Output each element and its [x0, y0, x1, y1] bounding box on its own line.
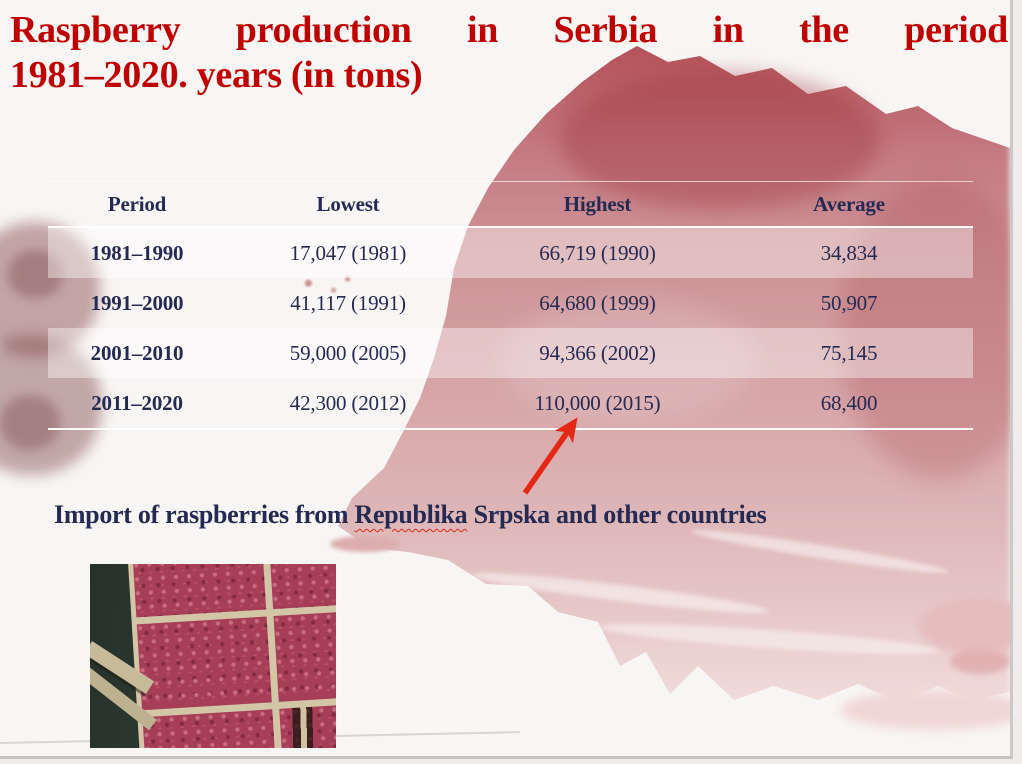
- table-row: 2011–2020 42,300 (2012) 110,000 (2015) 6…: [48, 378, 973, 428]
- cell-average: 68,400: [820, 390, 878, 415]
- title-line-1: Raspberry production in Serbia in the pe…: [10, 9, 1008, 51]
- caption-text-after: Srpska and other countries: [467, 500, 767, 529]
- cell-lowest: 59,000 (2005): [289, 340, 407, 365]
- cell-highest: 66,719 (1990): [539, 240, 656, 265]
- table-row: 1981–1990 17,047 (1981) 66,719 (1990) 34…: [48, 228, 973, 278]
- powder-crumb: [950, 648, 1010, 674]
- cell-lowest: 41,117 (1991): [290, 290, 406, 315]
- powder-texture-patch: [560, 70, 880, 210]
- raspberry-crate: [142, 709, 276, 748]
- import-caption: Import of raspberries from Republika Srp…: [54, 500, 994, 530]
- cell-period: 1981–1990: [90, 240, 184, 265]
- annotation-arrow-icon: [522, 417, 578, 495]
- cell-period: 1991–2000: [90, 290, 184, 315]
- cell-period: 2011–2020: [91, 390, 183, 415]
- raspberry-crate: [136, 616, 272, 711]
- faded-raspberries-left-image: [8, 250, 63, 298]
- raspberry-crate: [132, 564, 267, 618]
- raspberry-crate: [273, 611, 336, 702]
- cell-average: 34,834: [820, 240, 878, 265]
- raspberry-crates-photo: [90, 564, 336, 748]
- cell-highest: 64,680 (1999): [539, 290, 656, 315]
- cell-average: 50,907: [820, 290, 878, 315]
- header-period: Period: [107, 191, 167, 216]
- powder-highlight-patch: [500, 300, 760, 420]
- table-row: 1991–2000 41,117 (1991) 64,680 (1999) 50…: [48, 278, 973, 328]
- production-table: Period Lowest Highest Average 1981–1990 …: [48, 181, 973, 430]
- cell-highest: 94,366 (2002): [539, 340, 656, 365]
- caption-text-before: Import of raspberries from: [54, 500, 355, 529]
- header-highest: Highest: [563, 191, 632, 216]
- cell-highest: 110,000 (2015): [534, 390, 661, 415]
- spellcheck-underlined-word: Republika: [354, 500, 468, 529]
- cell-lowest: 17,047 (1981): [289, 240, 407, 265]
- cell-lowest: 42,300 (2012): [289, 390, 407, 415]
- powder-crumb: [918, 598, 1010, 653]
- slide-title: Raspberry production in Serbia in the pe…: [10, 8, 1008, 98]
- header-average: Average: [813, 191, 885, 216]
- powder-crumb: [840, 690, 1010, 730]
- header-lowest: Lowest: [316, 191, 380, 216]
- raspberry-crate-with-slats: [279, 704, 336, 748]
- crate-grid: [127, 564, 336, 748]
- table-header-row: Period Lowest Highest Average: [48, 182, 973, 228]
- powder-speckles: [300, 272, 356, 300]
- powder-texture-patch: [840, 180, 1010, 480]
- cell-average: 75,145: [820, 340, 878, 365]
- powder-crumb: [330, 536, 400, 552]
- faded-raspberries-left-image: [0, 395, 60, 450]
- title-line-2: 1981–2020. years (in tons): [10, 54, 423, 96]
- faded-raspberries-left-image: [0, 222, 100, 357]
- cell-period: 2001–2010: [90, 340, 184, 365]
- raspberry-crate: [269, 564, 336, 610]
- faded-raspberries-left-image: [0, 335, 102, 475]
- table-row: 2001–2010 59,000 (2005) 94,366 (2002) 75…: [48, 328, 973, 378]
